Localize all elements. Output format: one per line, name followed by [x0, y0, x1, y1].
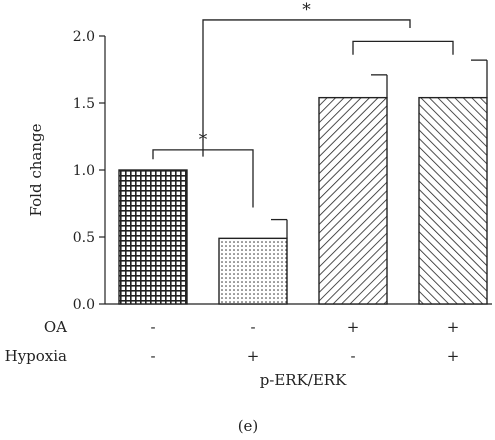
bar [118, 169, 188, 305]
bar [218, 237, 288, 305]
bar [318, 96, 388, 305]
condition-sign: + [247, 347, 260, 365]
condition-sign: - [150, 347, 155, 365]
condition-sign: + [447, 318, 460, 336]
significance-star: * [302, 0, 311, 20]
y-tick-label: 1.5 [73, 96, 95, 112]
condition-sign: - [150, 318, 155, 336]
group-bracket [352, 40, 454, 55]
error-bars [271, 59, 488, 239]
bars [118, 96, 488, 305]
x-axis-title: p-ERK/ERK [260, 371, 347, 389]
condition-sign: - [350, 347, 355, 365]
bar [418, 96, 488, 305]
condition-sign: - [250, 318, 255, 336]
y-tick-label: 0.5 [73, 230, 95, 246]
condition-sign: + [347, 318, 360, 336]
condition-sign: + [447, 347, 460, 365]
y-axis-title: Fold change [27, 123, 45, 216]
condition-label: Hypoxia [5, 347, 67, 365]
y-tick-label: 0.0 [73, 297, 95, 313]
condition-table: OA - - + + Hypoxia - + - + [5, 318, 460, 365]
y-tick-label: 1.0 [73, 163, 95, 179]
y-tick-label: 2.0 [73, 29, 95, 45]
significance-bracket [202, 19, 411, 157]
significance-brackets: ** [152, 0, 454, 208]
condition-label: OA [44, 318, 67, 336]
panel-label: (e) [238, 417, 259, 435]
